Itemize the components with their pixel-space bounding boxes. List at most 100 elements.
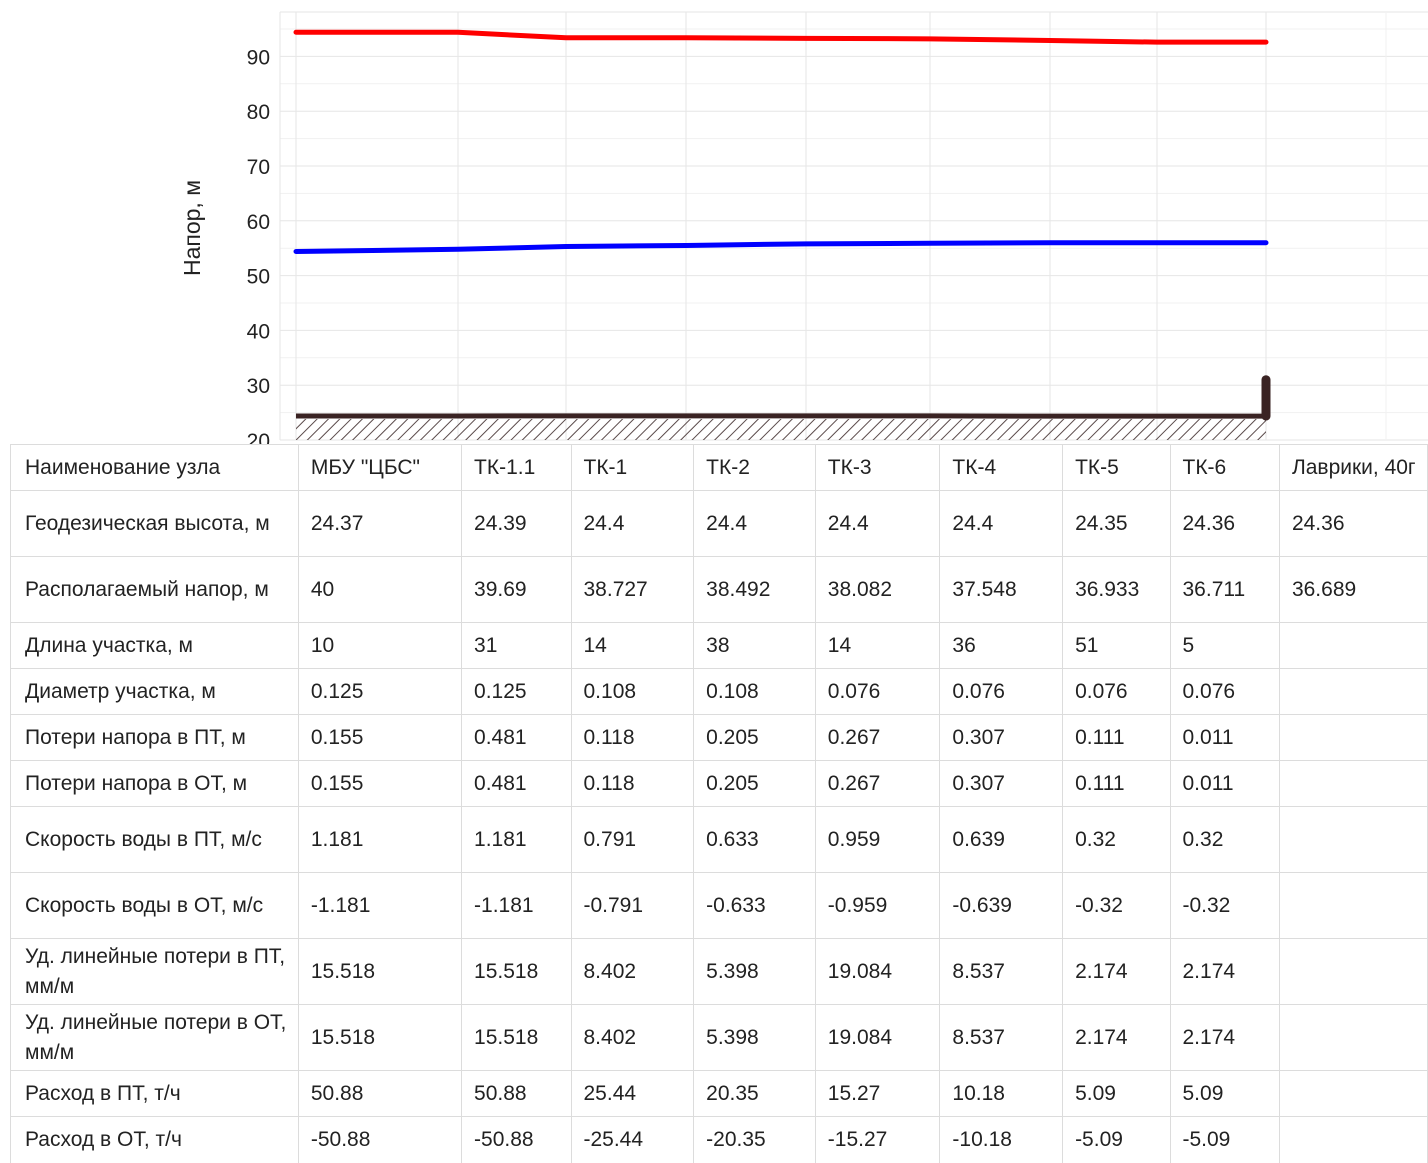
table-cell: 0.125	[462, 669, 571, 715]
table-cell: 0.307	[940, 715, 1063, 761]
row-header: Геодезическая высота, м	[11, 491, 299, 557]
table-cell: 1.181	[462, 807, 571, 873]
table-cell: 10.18	[940, 1071, 1063, 1117]
y-tick-label: 20	[247, 430, 270, 445]
table-cell: 24.35	[1063, 491, 1170, 557]
table-cell: 25.44	[571, 1071, 694, 1117]
ground-profile	[296, 380, 1266, 440]
table-cell: 0.155	[298, 715, 461, 761]
table-cell: -50.88	[462, 1117, 571, 1163]
y-tick-label: 80	[247, 101, 270, 124]
table-cell: 5.398	[694, 939, 816, 1005]
table-cell: 0.32	[1170, 807, 1279, 873]
table-cell	[1279, 761, 1427, 807]
row-header: Скорость воды в ПТ, м/с	[11, 807, 299, 873]
table-cell: ТК-3	[815, 445, 940, 491]
table-cell: 8.537	[940, 1005, 1063, 1071]
chart-series	[296, 32, 1266, 251]
table-cell: -0.959	[815, 873, 940, 939]
table-cell: 38.727	[571, 557, 694, 623]
table-cell: 15.518	[462, 939, 571, 1005]
return-pressure-line	[296, 243, 1266, 252]
ground-hatch	[296, 419, 1266, 440]
table-cell: 5.09	[1170, 1071, 1279, 1117]
table-cell: 2.174	[1170, 1005, 1279, 1071]
table-cell: ТК-5	[1063, 445, 1170, 491]
table-cell: 0.111	[1063, 715, 1170, 761]
y-tick-label: 90	[247, 46, 270, 69]
table-cell: 0.125	[298, 669, 461, 715]
table-cell: 0.267	[815, 761, 940, 807]
table-cell: 15.27	[815, 1071, 940, 1117]
table-cell: 39.69	[462, 557, 571, 623]
table-cell: 24.37	[298, 491, 461, 557]
table-cell	[1279, 623, 1427, 669]
table-cell: -25.44	[571, 1117, 694, 1163]
y-tick-label: 40	[247, 320, 270, 343]
table-cell: 0.633	[694, 807, 816, 873]
table-cell: -1.181	[298, 873, 461, 939]
supply-pressure-line	[296, 32, 1266, 42]
table-cell: 0.791	[571, 807, 694, 873]
table-cell: -1.181	[462, 873, 571, 939]
table-row: Скорость воды в ОТ, м/с-1.181-1.181-0.79…	[11, 873, 1428, 939]
table-cell: 51	[1063, 623, 1170, 669]
table-cell: -0.32	[1063, 873, 1170, 939]
table-cell: 0.118	[571, 761, 694, 807]
table-cell: 0.205	[694, 761, 816, 807]
table-cell: 0.481	[462, 761, 571, 807]
table-cell: -20.35	[694, 1117, 816, 1163]
y-axis-label: Напор, м	[179, 180, 205, 276]
table-cell	[1279, 1071, 1427, 1117]
table-cell: 0.011	[1170, 761, 1279, 807]
row-header: Расход в ОТ, т/ч	[11, 1117, 299, 1163]
table-cell: 36.689	[1279, 557, 1427, 623]
table-cell: -15.27	[815, 1117, 940, 1163]
table-cell: 15.518	[298, 939, 461, 1005]
table-cell: 5	[1170, 623, 1279, 669]
table-cell: 0.481	[462, 715, 571, 761]
table-cell: 0.011	[1170, 715, 1279, 761]
y-tick-label: 60	[247, 211, 270, 234]
row-header: Потери напора в ОТ, м	[11, 761, 299, 807]
row-header: Наименование узла	[11, 445, 299, 491]
table-cell: 5.09	[1063, 1071, 1170, 1117]
table-cell: 0.307	[940, 761, 1063, 807]
table-cell: -0.633	[694, 873, 816, 939]
table-cell: 0.639	[940, 807, 1063, 873]
table-cell: 38.492	[694, 557, 816, 623]
table-cell	[1279, 715, 1427, 761]
table-cell: 20.35	[694, 1071, 816, 1117]
table-cell: -0.639	[940, 873, 1063, 939]
table-cell: 2.174	[1170, 939, 1279, 1005]
table-cell: -0.791	[571, 873, 694, 939]
table-cell: -10.18	[940, 1117, 1063, 1163]
table-cell: 37.548	[940, 557, 1063, 623]
table-cell: 0.32	[1063, 807, 1170, 873]
row-header: Располагаемый напор, м	[11, 557, 299, 623]
table-cell: 24.4	[940, 491, 1063, 557]
table-cell: 14	[815, 623, 940, 669]
table-cell: ТК-1.1	[462, 445, 571, 491]
table-cell: 2.174	[1063, 1005, 1170, 1071]
table-cell	[1279, 1117, 1427, 1163]
table-cell: ТК-1	[571, 445, 694, 491]
table-cell: 2.174	[1063, 939, 1170, 1005]
table-cell: 50.88	[462, 1071, 571, 1117]
table-cell: 36	[940, 623, 1063, 669]
table-cell: 36.711	[1170, 557, 1279, 623]
table-cell: 0.076	[940, 669, 1063, 715]
table-cell: 8.402	[571, 939, 694, 1005]
table-cell: 0.267	[815, 715, 940, 761]
table-cell: 38.082	[815, 557, 940, 623]
row-header: Потери напора в ПТ, м	[11, 715, 299, 761]
row-header: Скорость воды в ОТ, м/с	[11, 873, 299, 939]
